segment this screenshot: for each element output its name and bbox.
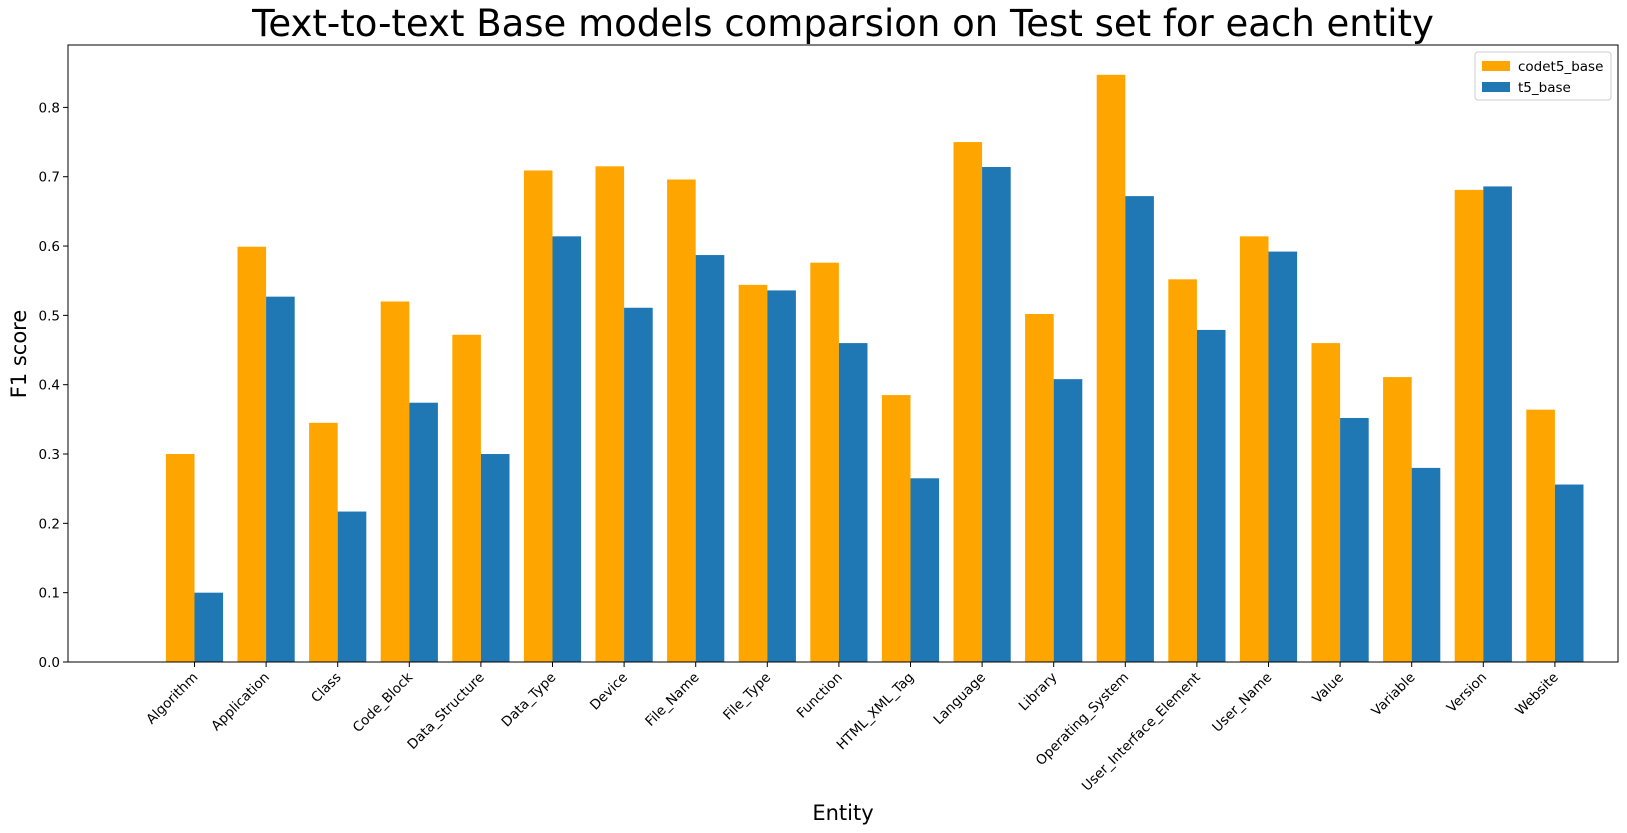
y-axis: 0.0 0.1 0.2 0.3 0.4 0.5 0.6 0.7 0.8	[39, 100, 68, 671]
bar-codet5_base-value	[1311, 343, 1341, 662]
y-tick-label: 0.3	[39, 447, 60, 463]
bar-t5_base-function	[838, 343, 868, 662]
bar-t5_base-class	[337, 511, 367, 662]
bar-t5_base-algorithm	[194, 592, 224, 662]
bar-codet5_base-language	[953, 142, 983, 663]
bar-codet5_base-website	[1526, 409, 1555, 662]
bar-t5_base-value	[1340, 417, 1369, 662]
y-tick-label: 0.4	[39, 378, 60, 394]
bar-codet5_base-data_structure	[452, 334, 481, 662]
bar-t5_base-operating_system	[1125, 196, 1154, 662]
bar-codet5_base-class	[309, 422, 338, 662]
chart-title: Text-to-text Base models comparsion on T…	[251, 2, 1434, 45]
legend-swatch-t5_base	[1482, 82, 1510, 92]
bar-codet5_base-file_type	[738, 284, 768, 662]
bar-codet5_base-device	[595, 166, 625, 662]
legend-swatch-codet5_base	[1482, 61, 1510, 71]
bar-t5_base-library	[1053, 379, 1083, 662]
bar-t5_base-device	[624, 307, 653, 662]
bar-codet5_base-algorithm	[165, 454, 195, 662]
bar-t5_base-version	[1483, 186, 1512, 662]
bar-codet5_base-user_interface_element	[1168, 279, 1197, 662]
bars-group	[165, 74, 1584, 663]
bar-t5_base-data_structure	[480, 454, 510, 662]
bar-t5_base-data_type	[552, 236, 582, 662]
y-tick-label: 0.6	[39, 239, 60, 255]
bar-codet5_base-code_block	[380, 301, 410, 662]
plot-frame	[67, 44, 1619, 663]
bar-codet5_base-version	[1454, 189, 1484, 663]
y-tick-label: 0.5	[39, 308, 60, 324]
y-tick-label: 0.0	[39, 655, 60, 671]
y-tick-label: 0.8	[39, 100, 60, 116]
legend-label-t5_base: t5_base	[1518, 80, 1571, 96]
bar-codet5_base-application	[237, 246, 267, 662]
bar-t5_base-user_name	[1268, 251, 1298, 663]
bar-t5_base-html_xml_tag	[910, 478, 940, 662]
bar-codet5_base-operating_system	[1096, 74, 1126, 662]
bar-t5_base-file_name	[695, 255, 725, 662]
bar-t5_base-code_block	[409, 402, 438, 662]
bar-t5_base-application	[266, 296, 295, 662]
bar-codet5_base-html_xml_tag	[881, 395, 911, 662]
bar-t5_base-user_interface_element	[1196, 329, 1226, 662]
legend: codet5_base t5_base	[1474, 51, 1612, 101]
bar-codet5_base-variable	[1383, 377, 1412, 662]
x-axis-label: Entity	[812, 801, 873, 825]
bar-t5_base-language	[982, 167, 1011, 662]
bar-codet5_base-function	[810, 262, 839, 662]
y-tick-label: 0.7	[39, 170, 60, 186]
bar-codet5_base-data_type	[523, 170, 553, 662]
bar-t5_base-variable	[1411, 467, 1441, 662]
bar-codet5_base-user_name	[1239, 236, 1269, 662]
y-axis-label: F1 score	[7, 310, 31, 399]
y-tick-label: 0.2	[39, 516, 60, 532]
y-tick-label: 0.1	[39, 586, 60, 602]
bar-codet5_base-file_name	[667, 179, 696, 663]
bar-t5_base-website	[1554, 484, 1584, 662]
legend-label-codet5_base: codet5_base	[1518, 59, 1603, 75]
bar-t5_base-file_type	[767, 290, 796, 662]
bar-codet5_base-library	[1025, 313, 1054, 662]
